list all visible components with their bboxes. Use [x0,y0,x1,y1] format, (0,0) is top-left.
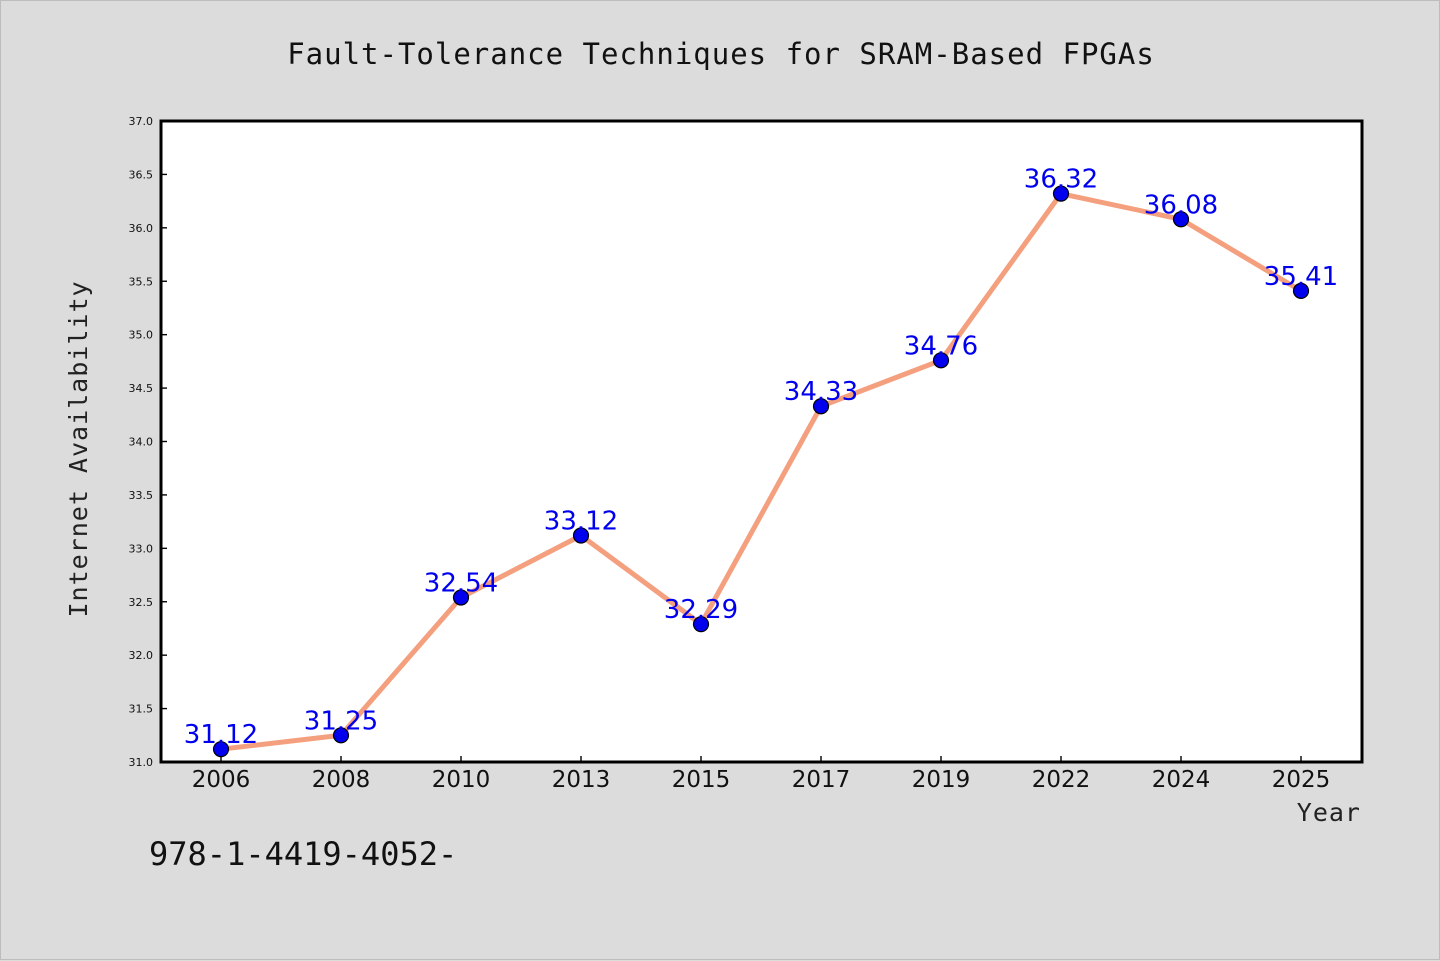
data-point [1172,211,1190,228]
y-tick-label: 36.0 [129,222,154,235]
data-point [1292,282,1310,299]
y-tick-label: 33.0 [129,542,154,555]
data-label: 34.33 [784,377,858,407]
x-tick-label: 2015 [672,767,731,793]
series-layer: 31.12 31.25 32.54 33.12 32.29 34.33 34.76 36.32… [184,165,1338,758]
x-tick-label: 2013 [552,767,611,793]
data-point [812,398,830,415]
data-label: 36.32 [1024,165,1098,195]
x-tick-label: 2017 [792,767,851,793]
series-line [218,191,1304,752]
data-point [332,727,350,744]
data-label: 33.12 [544,507,618,537]
data-point [692,616,710,633]
data-label: 32.54 [424,568,498,598]
data-label: 31.12 [184,720,258,750]
y-tick-label: 32.5 [129,596,154,609]
x-tick-label: 2010 [432,767,491,793]
y-tick-label: 33.5 [129,489,154,502]
plot-area [159,119,1364,764]
data-label: 36.08 [1144,190,1218,220]
x-tick-label: 2025 [1272,767,1331,793]
data-point [212,741,230,758]
y-tick-label: 36.5 [129,168,154,181]
chart-title: Fault-Tolerance Techniques for SRAM-Base… [287,37,1155,71]
caption-text: 978-1-4419-4052- [149,835,457,873]
x-tick-label: 2022 [1032,767,1091,793]
x-tick-label: 2006 [192,767,251,793]
y-tick-label: 34.5 [129,382,154,395]
y-axis: 31.0 31.5 32.0 32.5 33.0 33.5 34.0 34.5 35.0 35.5… [129,115,167,769]
data-label: 32.29 [664,595,738,625]
x-tick-label: 2008 [312,767,371,793]
y-tick-label: 31.5 [129,703,154,716]
y-tick-label: 32.0 [129,649,154,662]
data-label: 34.76 [904,331,978,361]
y-tick-label: 37.0 [129,115,154,128]
x-axis: 2006 2008 2010 2013 2015 2017 2019 2022 2024 2025 [192,756,1331,793]
y-tick-label: 31.0 [129,756,154,769]
data-point [572,527,590,544]
data-label: 31.25 [304,706,378,736]
data-point [1052,185,1070,202]
y-tick-label: 35.5 [129,275,154,288]
y-tick-label: 35.0 [129,329,154,342]
x-tick-label: 2024 [1152,767,1211,793]
data-point [932,352,950,369]
y-axis-label: Internet Availability [64,280,93,617]
data-point [452,589,470,606]
x-tick-label: 2019 [912,767,971,793]
x-axis-label: Year [1297,798,1361,827]
data-label: 35.41 [1264,262,1338,292]
y-tick-label: 34.0 [129,436,154,449]
